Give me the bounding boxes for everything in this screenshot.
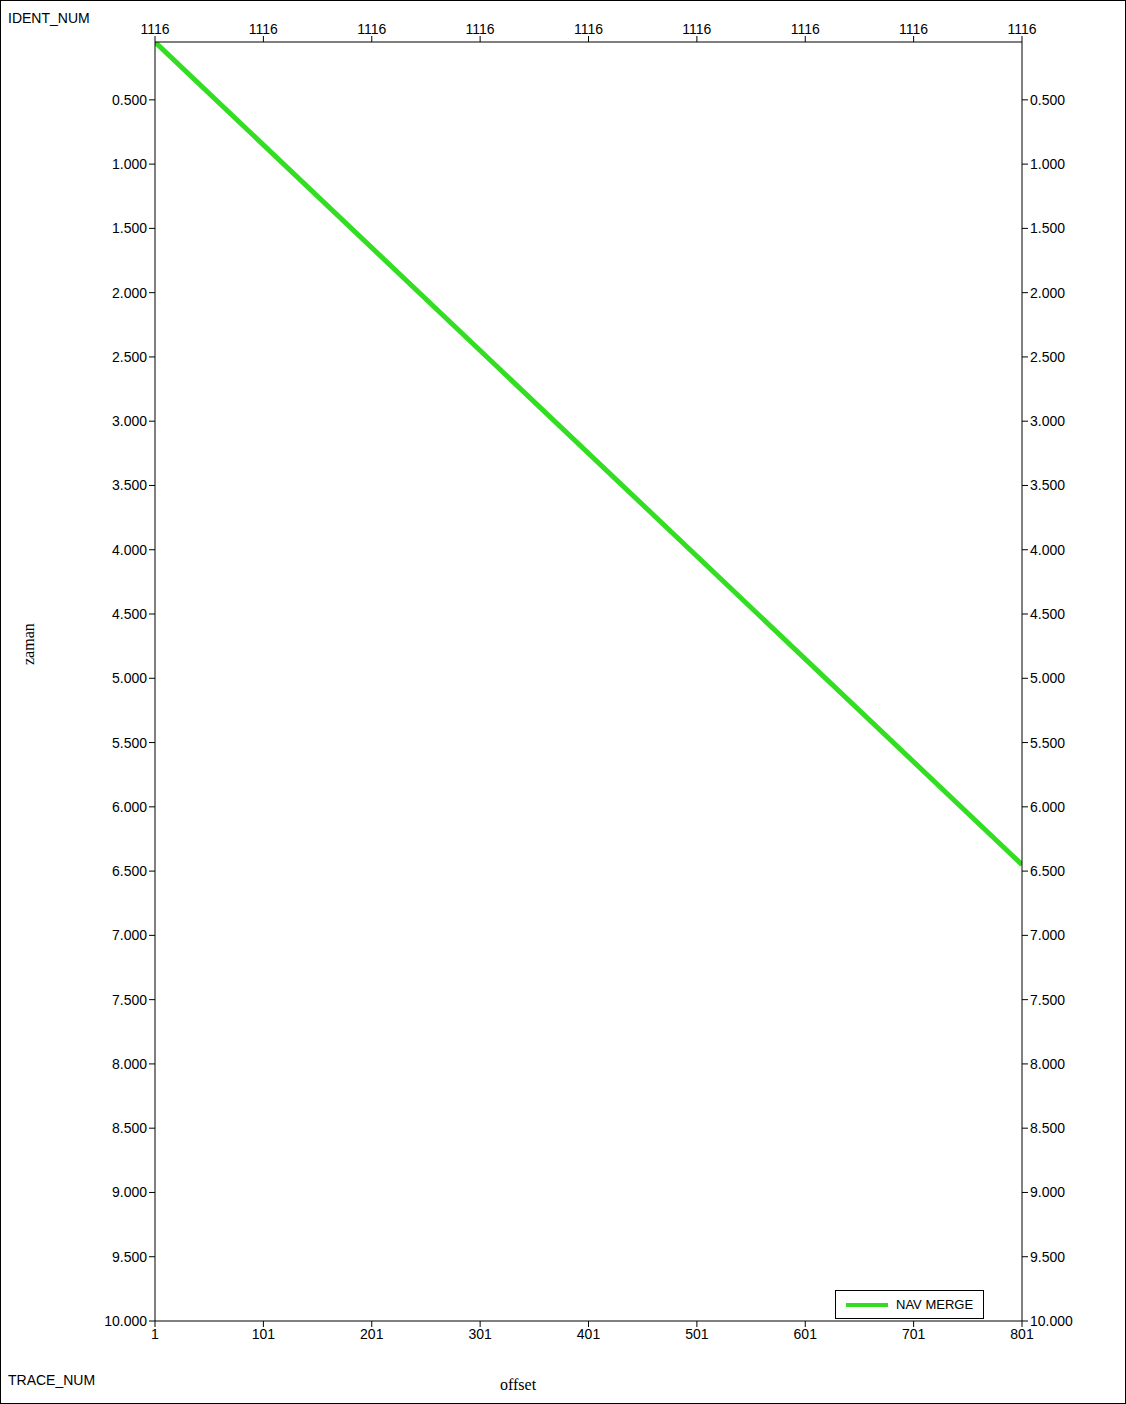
svg-text:1116: 1116 bbox=[466, 21, 495, 37]
svg-text:3.000: 3.000 bbox=[112, 413, 147, 429]
html-text:TRACE_NUM: TRACE_NUM bbox=[8, 1372, 96, 1388]
svg-text:301: 301 bbox=[468, 1326, 492, 1342]
html-text:IDENT_NUM: IDENT_NUM bbox=[8, 10, 90, 26]
svg-text:6.500: 6.500 bbox=[1030, 863, 1065, 879]
svg-text:4.500: 4.500 bbox=[112, 606, 147, 622]
svg-text:10.000: 10.000 bbox=[1030, 1313, 1073, 1329]
svg-text:9.000: 9.000 bbox=[1030, 1184, 1065, 1200]
svg-text:101: 101 bbox=[252, 1326, 276, 1342]
svg-text:3.500: 3.500 bbox=[112, 477, 147, 493]
svg-text:9.500: 9.500 bbox=[1030, 1249, 1065, 1265]
svg-text:8.000: 8.000 bbox=[112, 1056, 147, 1072]
svg-text:2.000: 2.000 bbox=[1030, 285, 1065, 301]
svg-text:1116: 1116 bbox=[357, 21, 386, 37]
svg-text:201: 201 bbox=[360, 1326, 384, 1342]
html-text:zaman: zaman bbox=[20, 623, 37, 665]
svg-text:1116: 1116 bbox=[791, 21, 820, 37]
html-text:offset: offset bbox=[500, 1376, 537, 1393]
svg-text:701: 701 bbox=[902, 1326, 926, 1342]
svg-text:5.500: 5.500 bbox=[112, 735, 147, 751]
svg-text:801: 801 bbox=[1010, 1325, 1034, 1342]
svg-text:0.500: 0.500 bbox=[1030, 92, 1065, 108]
svg-text:9.500: 9.500 bbox=[112, 1249, 147, 1265]
svg-text:3.000: 3.000 bbox=[1030, 413, 1065, 429]
svg-text:8.500: 8.500 bbox=[1030, 1120, 1065, 1136]
svg-text:1.000: 1.000 bbox=[1030, 156, 1065, 172]
svg-text:2.500: 2.500 bbox=[112, 349, 147, 365]
svg-text:601: 601 bbox=[794, 1326, 818, 1342]
svg-text:2.500: 2.500 bbox=[1030, 349, 1065, 365]
svg-text:4.000: 4.000 bbox=[112, 542, 147, 558]
svg-text:1116: 1116 bbox=[140, 21, 169, 37]
svg-text:7.500: 7.500 bbox=[112, 992, 147, 1008]
svg-text:3.500: 3.500 bbox=[1030, 477, 1065, 493]
svg-text:8.500: 8.500 bbox=[112, 1120, 147, 1136]
svg-text:1.500: 1.500 bbox=[1030, 220, 1065, 236]
svg-text:9.000: 9.000 bbox=[112, 1184, 147, 1200]
svg-text:1.500: 1.500 bbox=[112, 220, 147, 236]
svg-text:2.000: 2.000 bbox=[112, 285, 147, 301]
svg-text:6.000: 6.000 bbox=[112, 799, 147, 815]
svg-text:10.000: 10.000 bbox=[104, 1313, 147, 1329]
svg-text:501: 501 bbox=[685, 1326, 709, 1342]
svg-text:4.000: 4.000 bbox=[1030, 542, 1065, 558]
svg-text:1.000: 1.000 bbox=[112, 156, 147, 172]
svg-text:7.000: 7.000 bbox=[1030, 927, 1065, 943]
svg-text:401: 401 bbox=[577, 1326, 601, 1342]
svg-text:7.500: 7.500 bbox=[1030, 992, 1065, 1008]
html-text:NAV MERGE: NAV MERGE bbox=[896, 1297, 974, 1312]
svg-text:5.000: 5.000 bbox=[1030, 670, 1065, 686]
svg-text:1116: 1116 bbox=[574, 21, 603, 37]
svg-text:5.000: 5.000 bbox=[112, 670, 147, 686]
svg-text:1116: 1116 bbox=[899, 21, 928, 37]
svg-text:8.000: 8.000 bbox=[1030, 1056, 1065, 1072]
svg-text:1116: 1116 bbox=[1007, 21, 1036, 37]
svg-text:0.500: 0.500 bbox=[112, 92, 147, 108]
svg-text:6.500: 6.500 bbox=[112, 863, 147, 879]
svg-text:4.500: 4.500 bbox=[1030, 606, 1065, 622]
svg-text:7.000: 7.000 bbox=[112, 927, 147, 943]
svg-text:1116: 1116 bbox=[249, 21, 278, 37]
svg-text:6.000: 6.000 bbox=[1030, 799, 1065, 815]
svg-text:1116: 1116 bbox=[682, 21, 711, 37]
svg-text:1: 1 bbox=[151, 1326, 159, 1342]
svg-text:5.500: 5.500 bbox=[1030, 735, 1065, 751]
